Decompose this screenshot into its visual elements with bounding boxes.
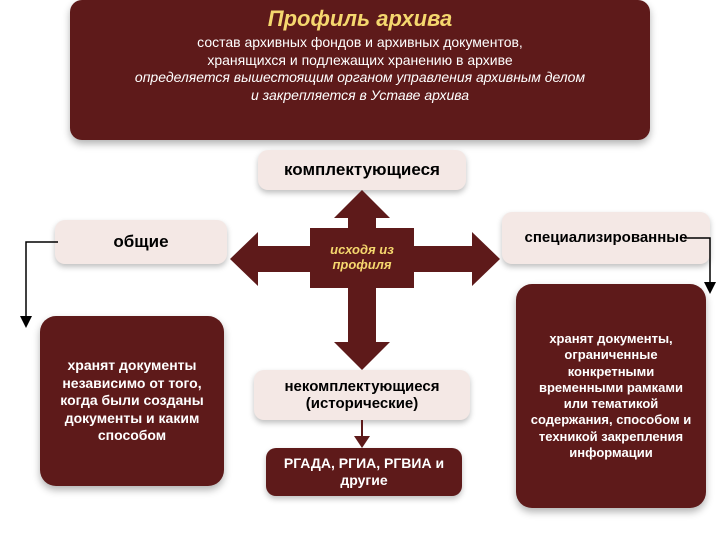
arrow-left-icon [230,232,320,286]
center-label: исходя из профиля [310,228,414,288]
header-line4: и закрепляется в Уставе архива [88,87,632,105]
header-line2: хранящихся и подлежащих хранению в архив… [88,52,632,70]
node-right: специализированные [502,212,710,264]
bubble-right: хранят документы, ограниченные конкретны… [516,284,706,508]
connector-right [684,234,718,309]
header-line1: состав архивных фондов и архивных докуме… [88,34,632,52]
arrow-right-icon [404,232,500,286]
arrow-down-icon [334,280,390,370]
node-bottom: некомплектующиеся (исторические) [254,370,470,420]
node-left: общие [55,220,227,264]
arrow-small-down-icon [352,420,372,448]
connector-left [18,238,78,343]
node-examples: РГАДА, РГИА, РГВИА и другие [266,448,462,496]
node-top: комплектующиеся [258,150,466,190]
header-box: Профиль архива состав архивных фондов и … [70,0,650,140]
header-line3: определяется вышестоящим органом управле… [88,69,632,87]
header-title: Профиль архива [88,6,632,32]
